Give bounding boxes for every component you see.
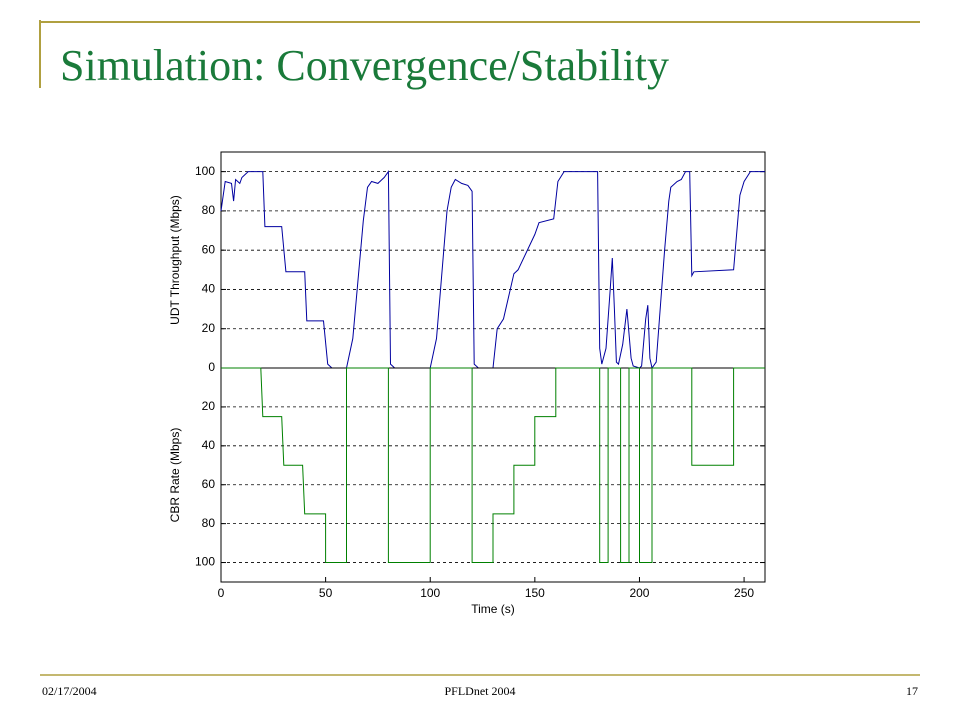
- x-tick-label: 50: [319, 586, 333, 600]
- y-axis-label: UDT Throughput (Mbps): [168, 195, 182, 325]
- y-tick-label: 40: [202, 438, 216, 452]
- y-tick-label: 60: [202, 477, 216, 491]
- y-axis-label: CBR Rate (Mbps): [168, 428, 182, 523]
- y-tick-label: 80: [202, 203, 216, 217]
- y-tick-label: 100: [195, 164, 215, 178]
- data-line: [220, 170, 765, 370]
- x-tick-label: 100: [420, 586, 440, 600]
- slide-footer: PFLDnet 2004: [444, 684, 515, 698]
- y-tick-label: 60: [202, 242, 216, 256]
- plot-frame: [220, 151, 766, 369]
- x-tick-label: 250: [734, 586, 754, 600]
- x-axis-label: Time (s): [471, 602, 515, 616]
- y-tick-label: 80: [202, 516, 216, 530]
- y-tick-label: 20: [202, 399, 216, 413]
- x-tick-label: 150: [525, 586, 545, 600]
- x-tick-label: 0: [218, 586, 225, 600]
- x-tick-label: 200: [629, 586, 649, 600]
- data-line: [221, 367, 765, 563]
- slide-number: 17: [906, 684, 918, 698]
- y-tick-label: 20: [202, 321, 216, 335]
- y-tick-label: 0: [208, 360, 215, 374]
- y-tick-label: 100: [195, 555, 215, 569]
- slide-title: Simulation: Convergence/Stability: [60, 41, 669, 90]
- slide-date: 02/17/2004: [42, 684, 97, 698]
- y-tick-label: 40: [202, 282, 216, 296]
- plot-frame: [220, 367, 766, 583]
